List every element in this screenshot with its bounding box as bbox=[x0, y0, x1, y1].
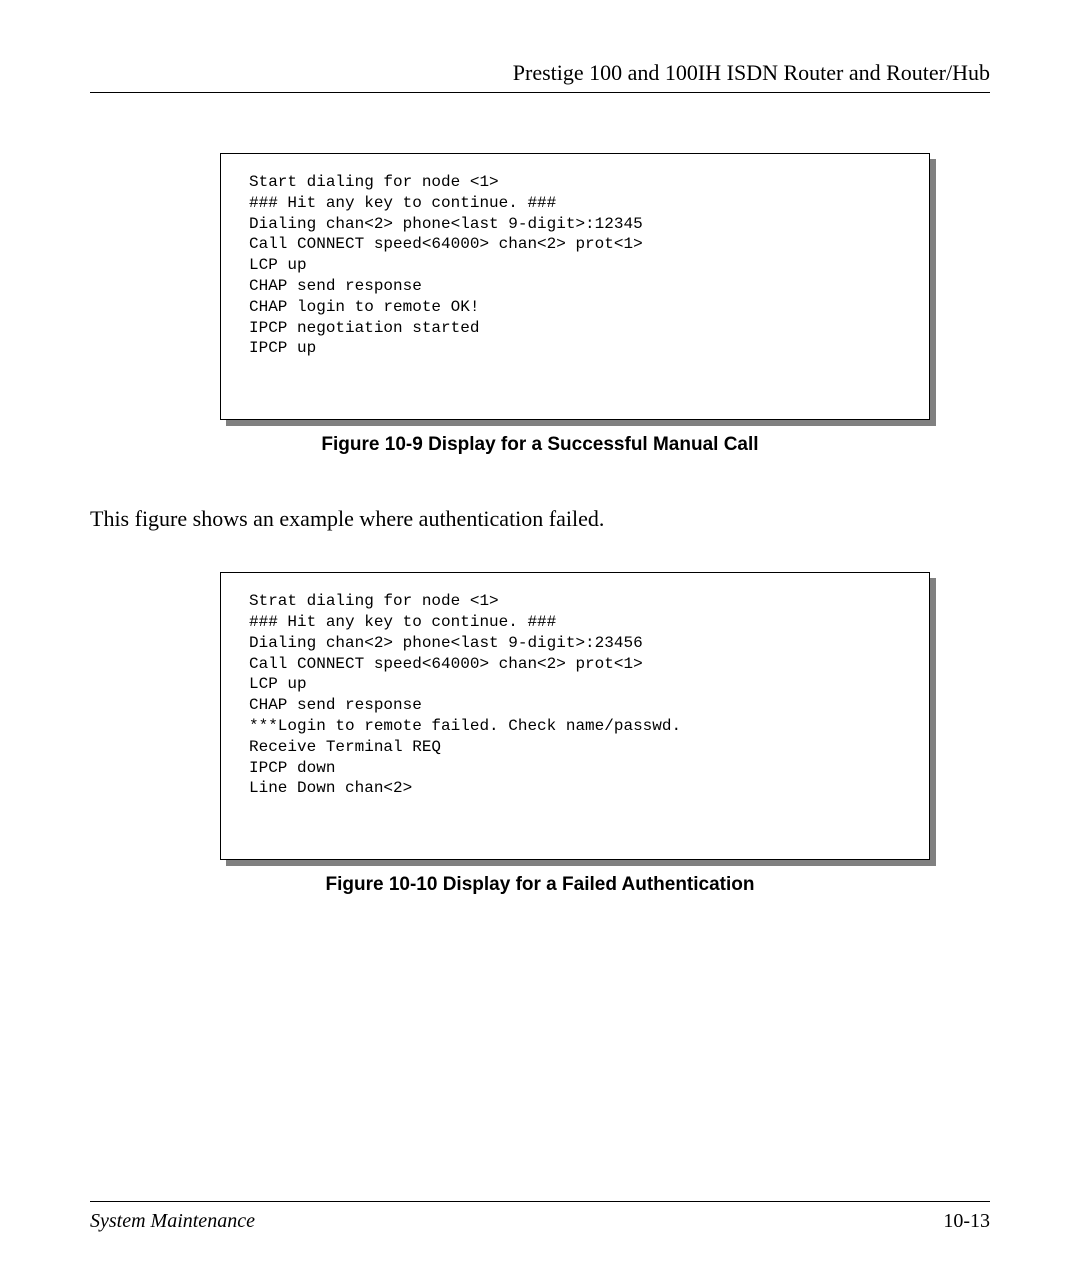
figure-caption-2: Figure 10-10 Display for a Failed Authen… bbox=[90, 874, 990, 896]
header-title: Prestige 100 and 100IH ISDN Router and R… bbox=[513, 60, 990, 85]
terminal-output-failed: Strat dialing for node <1> ### Hit any k… bbox=[220, 572, 930, 860]
page-header: Prestige 100 and 100IH ISDN Router and R… bbox=[90, 60, 990, 93]
figure-caption-1: Figure 10-9 Display for a Successful Man… bbox=[90, 434, 990, 456]
footer-section-name: System Maintenance bbox=[90, 1210, 255, 1233]
page: Prestige 100 and 100IH ISDN Router and R… bbox=[0, 0, 1080, 1281]
footer-rule bbox=[90, 1201, 990, 1202]
terminal-output-success: Start dialing for node <1> ### Hit any k… bbox=[220, 153, 930, 420]
footer-page-number: 10-13 bbox=[943, 1210, 990, 1233]
body-paragraph: This figure shows an example where authe… bbox=[90, 506, 990, 532]
page-footer: System Maintenance 10-13 bbox=[90, 1201, 990, 1233]
footer-row: System Maintenance 10-13 bbox=[90, 1210, 990, 1233]
